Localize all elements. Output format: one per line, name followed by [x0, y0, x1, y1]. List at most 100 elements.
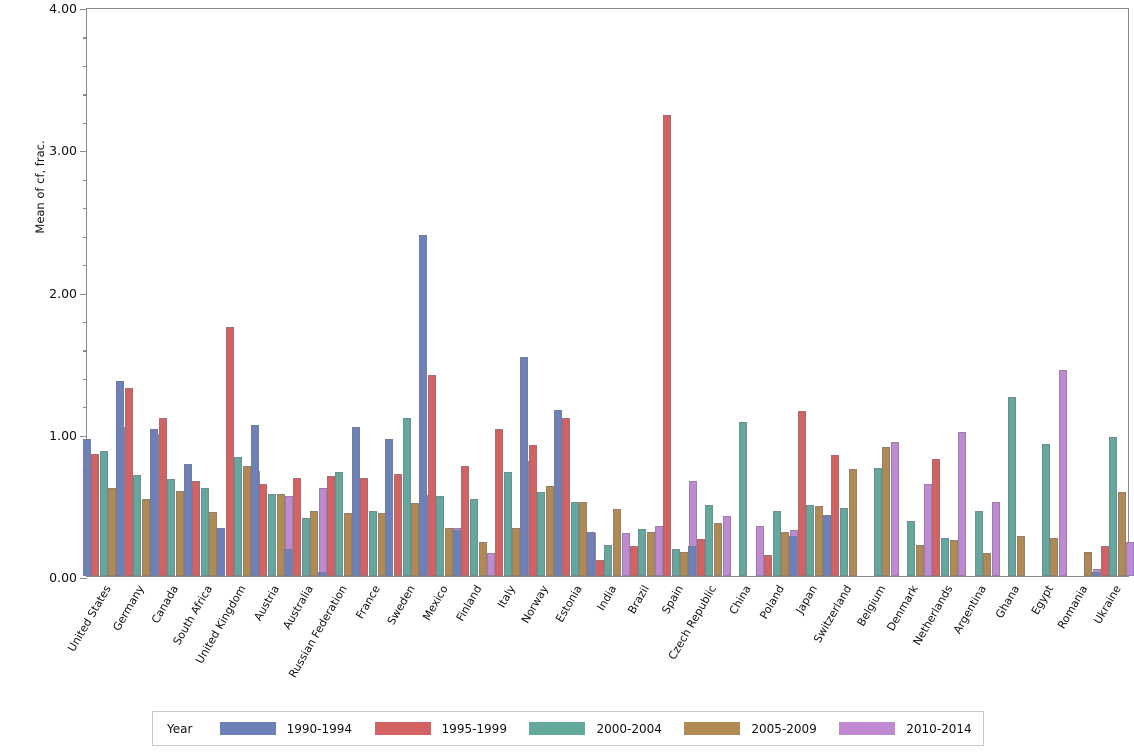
bar-group [856, 9, 899, 576]
bar [293, 477, 302, 576]
bar [562, 418, 571, 576]
bar [739, 422, 748, 576]
bar [924, 483, 933, 576]
legend-item[interactable]: 2010-2014 [839, 722, 972, 736]
bar [822, 514, 831, 576]
y-axis-tick-mark [80, 151, 87, 153]
bar [1126, 541, 1134, 576]
legend-item[interactable]: 1990-1994 [219, 722, 352, 736]
y-axis-minor-tick [83, 492, 87, 494]
bar [756, 526, 765, 576]
bar [958, 432, 967, 576]
bar [167, 479, 176, 576]
bar-group [991, 9, 1033, 576]
bar [638, 529, 647, 576]
x-axis-tick-label: Australia [280, 583, 316, 632]
bar [133, 475, 142, 576]
bar [789, 536, 798, 576]
x-axis-tick-label: Denmark [884, 583, 922, 634]
bar [444, 527, 453, 576]
bar [915, 544, 924, 576]
bar [368, 510, 377, 576]
legend-item[interactable]: 2000-2004 [529, 721, 662, 736]
bar [250, 425, 259, 576]
legend-swatch [839, 722, 896, 735]
bar [553, 409, 562, 576]
bar [183, 463, 192, 576]
bar [276, 493, 285, 576]
legend-item[interactable]: 1995-1999 [374, 722, 507, 736]
legend-item[interactable]: 2005-2009 [684, 721, 817, 736]
bar [1008, 396, 1017, 576]
bar [436, 496, 445, 576]
bar [579, 502, 588, 576]
x-axis-tick-label: India [594, 583, 619, 613]
bar [335, 472, 344, 576]
y-axis-minor-tick [83, 407, 87, 409]
y-axis-minor-tick [83, 464, 87, 466]
y-axis-tick-label: 0.00 [49, 570, 77, 585]
y-axis-minor-tick [83, 549, 87, 551]
bar [1050, 537, 1059, 576]
bar [469, 499, 478, 576]
y-axis-minor-tick [83, 37, 87, 39]
bar [537, 492, 546, 576]
bar [326, 476, 335, 576]
y-axis-minor-tick [83, 265, 87, 267]
y-axis-minor-tick [83, 65, 87, 68]
bar [351, 426, 360, 576]
bar [705, 504, 714, 576]
y-axis-tick-label: 3.00 [49, 143, 77, 159]
legend-label: 2005-2009 [751, 721, 817, 736]
bar [108, 487, 117, 576]
bar [343, 513, 352, 576]
x-axis-tick-label: Japan [793, 583, 821, 617]
bar-group [351, 9, 394, 576]
bar-group [722, 9, 765, 576]
y-axis-minor-tick [83, 521, 87, 523]
bar [797, 411, 806, 576]
x-axis-tick-label: Belgium [854, 583, 889, 629]
bar [1100, 546, 1109, 576]
bar-group [284, 9, 327, 576]
bar [570, 502, 579, 576]
plot-area: 0.00 1.00 2.00 3.00 4.00 [49, 1, 1134, 585]
bar [452, 530, 461, 576]
bar [301, 517, 310, 576]
bar [91, 453, 100, 576]
bar-group [822, 9, 865, 576]
bar [663, 115, 672, 576]
bar [848, 469, 857, 576]
bar [949, 540, 958, 576]
x-axis-tick-label: Romania [1054, 583, 1090, 632]
legend-items: 1990-1994 1995-1999 2000-2004 2005-2009 2010… [208, 722, 983, 736]
y-axis-minor-tick [83, 94, 87, 96]
x-axis-tick-label: Egypt [1028, 583, 1056, 617]
bars-layer [82, 9, 1134, 576]
bar [671, 548, 680, 576]
bar [394, 473, 403, 576]
bar [158, 418, 167, 576]
bar [82, 439, 91, 576]
y-axis-minor-tick [83, 350, 87, 352]
legend-label: 2000-2004 [596, 721, 662, 736]
bar [99, 450, 108, 576]
x-axis-tick-label: Italy [494, 583, 518, 611]
y-axis-minor-tick [83, 208, 87, 210]
y-axis-tick-label: 2.00 [49, 285, 77, 301]
bar-group [621, 9, 664, 576]
bar [604, 544, 613, 576]
bar [655, 526, 664, 576]
bar [209, 512, 218, 576]
bar [427, 375, 436, 576]
bar [1016, 536, 1025, 576]
bar [873, 467, 882, 576]
bar [124, 388, 133, 576]
x-axis-tick-label: United States [65, 583, 114, 655]
bar [991, 502, 1000, 576]
bar-group [587, 9, 630, 576]
bar [310, 510, 319, 576]
bar [890, 442, 899, 576]
bar-group [250, 9, 294, 576]
bar [528, 445, 537, 576]
